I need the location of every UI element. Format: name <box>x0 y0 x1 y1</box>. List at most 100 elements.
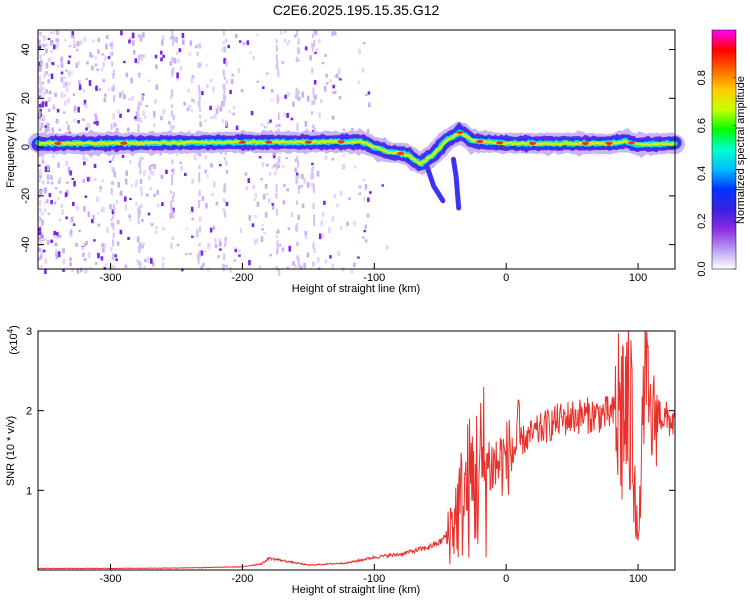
noise-speckle <box>216 105 220 109</box>
noise-speckle <box>109 247 113 252</box>
noise-speckle <box>161 35 165 41</box>
noise-streak <box>275 208 278 216</box>
noise-speckle <box>141 156 145 160</box>
noise-speckle <box>233 246 236 250</box>
noise-speckle <box>41 118 45 122</box>
frequency-ridge <box>28 121 685 211</box>
noise-speckle <box>39 65 43 71</box>
noise-speckle <box>74 42 77 48</box>
noise-speckle <box>150 164 154 167</box>
noise-speckle <box>63 39 67 42</box>
ridge-hotspot <box>476 139 484 144</box>
noise-streak <box>110 222 113 227</box>
noise-speckle <box>94 178 97 182</box>
noise-speckle <box>292 261 295 266</box>
x-tick-label: 0 <box>503 573 509 585</box>
noise-streak <box>275 44 278 52</box>
noise-speckle <box>60 56 63 63</box>
noise-speckle <box>206 83 209 89</box>
noise-speckle <box>38 61 42 67</box>
noise-speckle <box>77 61 80 65</box>
noise-speckle <box>103 97 107 102</box>
noise-speckle <box>178 48 182 53</box>
noise-speckle <box>47 239 50 245</box>
noise-speckle <box>138 34 141 38</box>
ridge-hotspot <box>54 141 62 146</box>
noise-speckle <box>136 236 140 243</box>
noise-speckle <box>267 121 270 125</box>
noise-speckle <box>145 104 149 108</box>
noise-speckle <box>93 239 96 242</box>
noise-speckle <box>38 88 42 92</box>
noise-speckle <box>69 229 73 235</box>
noise-speckle <box>50 73 54 80</box>
noise-speckle <box>303 177 307 184</box>
noise-speckle <box>41 160 45 164</box>
noise-speckle <box>97 223 101 227</box>
noise-speckle <box>324 155 328 161</box>
noise-speckle <box>154 230 158 234</box>
noise-streak <box>172 125 175 129</box>
noise-speckle <box>46 174 50 180</box>
noise-speckle <box>219 106 222 112</box>
noise-streak <box>297 58 300 62</box>
noise-speckle <box>44 122 48 127</box>
noise-speckle <box>55 231 59 238</box>
noise-speckle <box>91 218 94 224</box>
noise-speckle <box>38 236 41 241</box>
noise-speckle <box>366 213 370 218</box>
noise-speckle <box>99 186 103 189</box>
colorbar: 0.0 0.2 0.4 0.6 0.8 Normalized spectral ampl… <box>696 29 747 277</box>
noise-speckle <box>229 266 232 273</box>
noise-speckle <box>102 62 105 68</box>
noise-streak <box>223 242 226 247</box>
noise-streak <box>222 83 225 90</box>
noise-speckle <box>142 110 146 117</box>
noise-streak <box>199 226 202 233</box>
noise-speckle <box>204 169 208 174</box>
snr-frame <box>37 330 676 571</box>
noise-speckle <box>353 166 357 169</box>
noise-speckle <box>93 163 97 169</box>
noise-speckle <box>254 192 258 198</box>
noise-streak <box>223 87 226 94</box>
noise-speckle <box>43 201 47 205</box>
noise-speckle <box>218 238 221 243</box>
y-tick-label: -20 <box>20 188 32 204</box>
noise-speckle <box>47 37 51 41</box>
noise-speckle <box>346 221 349 227</box>
noise-speckle <box>73 118 76 123</box>
noise-speckle <box>183 101 186 106</box>
noise-speckle <box>318 112 321 119</box>
noise-streak <box>171 174 174 181</box>
noise-speckle <box>42 43 46 48</box>
noise-speckle <box>46 199 49 204</box>
ridge-branch-core <box>452 158 460 210</box>
noise-speckle <box>201 196 205 201</box>
noise-speckle <box>140 56 144 62</box>
noise-speckle <box>357 256 360 259</box>
noise-streak <box>138 205 141 210</box>
noise-streak <box>111 41 114 50</box>
noise-speckle <box>45 71 48 75</box>
noise-speckle <box>142 54 145 58</box>
noise-streak <box>223 156 226 161</box>
noise-streak <box>137 101 140 110</box>
noise-speckle <box>88 80 92 86</box>
noise-speckle <box>78 84 82 91</box>
noise-speckle <box>41 156 44 162</box>
noise-speckle <box>146 193 149 197</box>
noise-speckle <box>38 110 41 117</box>
noise-speckle <box>151 261 155 267</box>
ridge-branch-core <box>426 165 444 202</box>
noise-streak <box>223 253 226 260</box>
noise-speckle <box>126 109 130 113</box>
noise-speckle <box>381 184 385 187</box>
noise-speckle <box>39 169 42 175</box>
noise-speckle <box>105 43 108 50</box>
noise-speckle <box>333 75 337 78</box>
noise-streak <box>111 168 114 172</box>
x-tick-label: -200 <box>231 573 253 585</box>
noise-speckle <box>83 258 87 262</box>
noise-speckle <box>282 200 286 205</box>
